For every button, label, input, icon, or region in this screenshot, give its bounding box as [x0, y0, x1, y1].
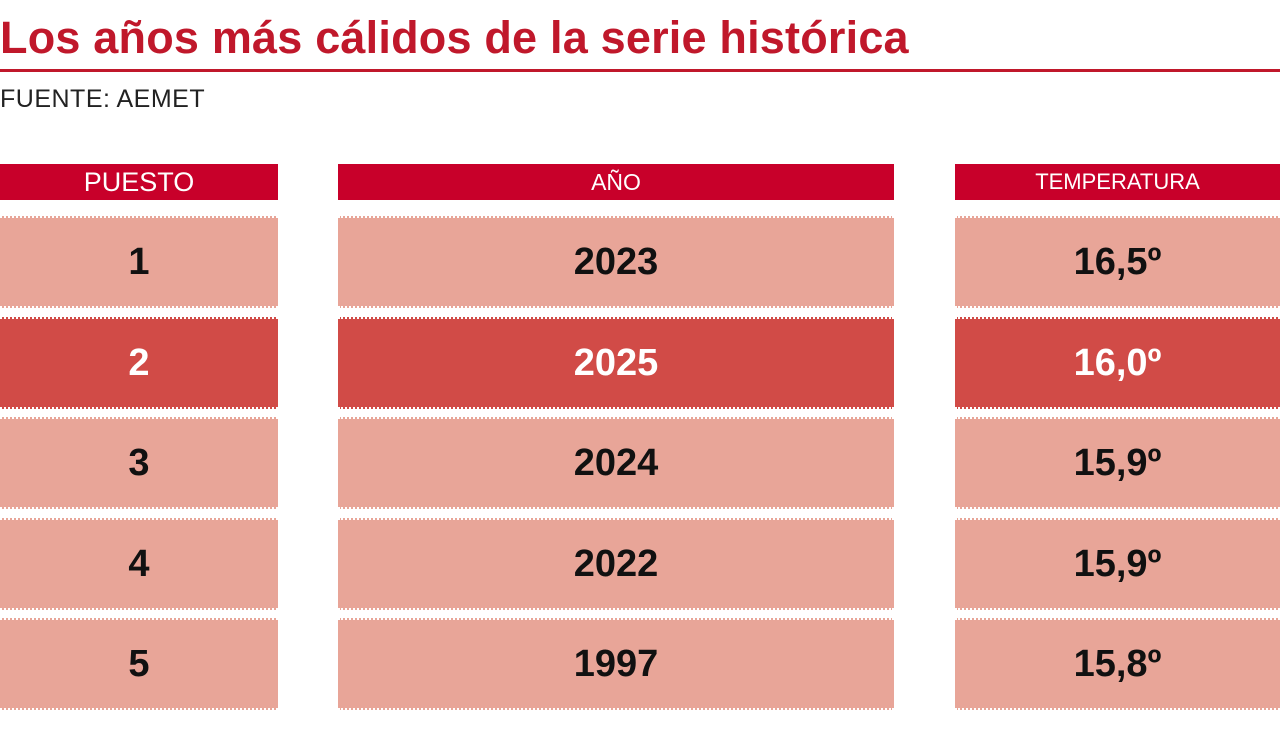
cell-temperatura: 16,5º	[955, 216, 1280, 308]
cell-puesto: 2	[0, 317, 278, 409]
cell-puesto: 1	[0, 216, 278, 308]
cell-puesto: 4	[0, 518, 278, 610]
page-title: Los años más cálidos de la serie históri…	[0, 12, 909, 63]
cell-anio: 2024	[338, 417, 894, 509]
cell-anio: 2023	[338, 216, 894, 308]
cell-temperatura: 16,0º	[955, 317, 1280, 409]
column-header-puesto: PUESTO	[0, 164, 278, 200]
cell-anio: 2022	[338, 518, 894, 610]
cell-anio: 1997	[338, 618, 894, 710]
cell-temperatura: 15,9º	[955, 417, 1280, 509]
title-divider	[0, 69, 1280, 72]
source-label: FUENTE: AEMET	[0, 85, 206, 113]
column-header-anio: AÑO	[338, 164, 894, 200]
column-header-temperatura: TEMPERATURA	[955, 164, 1280, 200]
cell-puesto: 5	[0, 618, 278, 710]
cell-anio: 2025	[338, 317, 894, 409]
cell-temperatura: 15,9º	[955, 518, 1280, 610]
cell-puesto: 3	[0, 417, 278, 509]
cell-temperatura: 15,8º	[955, 618, 1280, 710]
